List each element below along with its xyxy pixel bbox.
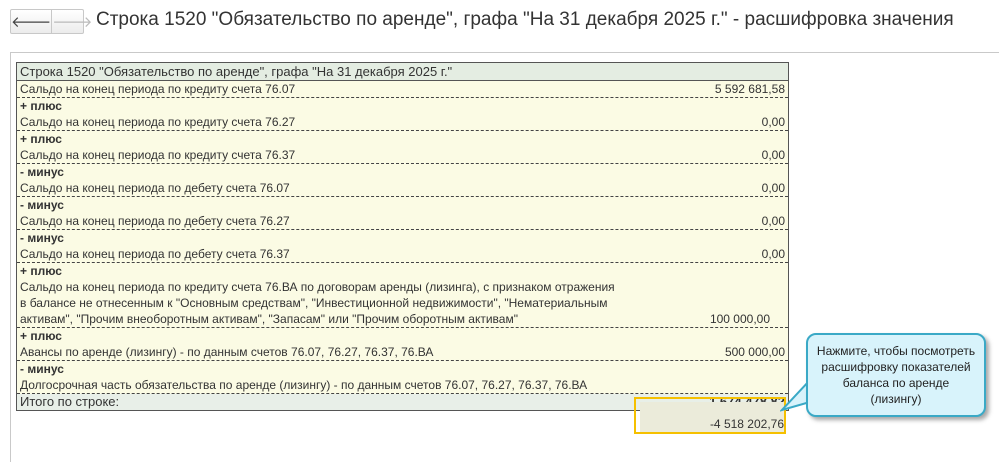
- row-label: Сальдо на конец периода по дебету счета …: [20, 247, 290, 261]
- row-value[interactable]: 0,00: [761, 214, 785, 228]
- highlighted-value: -4 518 202,76: [709, 417, 784, 431]
- row-value[interactable]: 0,00: [761, 247, 785, 261]
- operator-row: - минус: [17, 361, 788, 377]
- operator-row: + плюс: [17, 98, 788, 114]
- breakdown-table: Строка 1520 "Обязательство по аренде", г…: [16, 62, 789, 411]
- operator-row: + плюс: [17, 131, 788, 147]
- arrow-left-icon: 🡐: [11, 14, 52, 31]
- row-label: + плюс: [20, 329, 62, 343]
- operator-row: - минус: [17, 197, 788, 213]
- row-value[interactable]: 100 000,00: [709, 312, 770, 326]
- row-label: Долгосрочная часть обязательства по арен…: [20, 378, 588, 392]
- row-label: Авансы по аренде (лизингу) - по данным с…: [20, 345, 434, 359]
- page-title: Строка 1520 "Обязательство по аренде", г…: [96, 9, 954, 30]
- row-label: - минус: [20, 231, 64, 245]
- hint-callout[interactable]: Нажмите, чтобы посмотреть расшифровку по…: [806, 333, 986, 417]
- row-label: Сальдо на конец периода по кредиту счета…: [20, 82, 296, 96]
- arrow-right-icon: 🡒: [52, 14, 93, 31]
- row-label: Сальдо на конец периода по кредиту счета…: [20, 115, 296, 129]
- navigation-buttons: 🡐 🡒: [10, 9, 92, 34]
- table-row[interactable]: Долгосрочная часть обязательства по арен…: [17, 377, 788, 394]
- table-row[interactable]: Сальдо на конец периода по кредиту счета…: [17, 279, 788, 328]
- row-value[interactable]: 0,00: [761, 148, 785, 162]
- table-header: Строка 1520 "Обязательство по аренде", г…: [17, 63, 788, 81]
- operator-row: + плюс: [17, 328, 788, 344]
- forward-button[interactable]: 🡒: [52, 10, 92, 33]
- operator-row: - минус: [17, 164, 788, 180]
- row-label: Сальдо на конец периода по кредиту счета…: [20, 280, 618, 326]
- row-label: - минус: [20, 165, 64, 179]
- table-title: Строка 1520 "Обязательство по аренде", г…: [20, 64, 453, 79]
- table-row[interactable]: Сальдо на конец периода по дебету счета …: [17, 246, 788, 263]
- row-label: - минус: [20, 362, 64, 376]
- row-label: + плюс: [20, 132, 62, 146]
- row-label: Сальдо на конец периода по кредиту счета…: [20, 148, 296, 162]
- row-label: Сальдо на конец периода по дебету счета …: [20, 181, 290, 195]
- total-label: Итого по строке:: [20, 394, 120, 409]
- row-label: - минус: [20, 198, 64, 212]
- table-row[interactable]: Сальдо на конец периода по кредиту счета…: [17, 114, 788, 131]
- table-row[interactable]: Сальдо на конец периода по кредиту счета…: [17, 81, 788, 98]
- table-row[interactable]: Сальдо на конец периода по дебету счета …: [17, 213, 788, 230]
- row-value[interactable]: 5 592 681,58: [714, 82, 785, 96]
- table-row[interactable]: Сальдо на конец периода по кредиту счета…: [17, 147, 788, 164]
- operator-row: - минус: [17, 230, 788, 246]
- report-frame: [10, 52, 999, 462]
- table-row[interactable]: Авансы по аренде (лизингу) - по данным с…: [17, 344, 788, 361]
- row-label: Сальдо на конец периода по дебету счета …: [20, 214, 290, 228]
- highlighted-cell[interactable]: [634, 397, 786, 434]
- row-value[interactable]: 0,00: [761, 181, 785, 195]
- row-value[interactable]: 500 000,00: [724, 345, 785, 359]
- row-label: + плюс: [20, 264, 62, 278]
- back-button[interactable]: 🡐: [11, 10, 53, 33]
- operator-row: + плюс: [17, 263, 788, 279]
- table-row[interactable]: Сальдо на конец периода по дебету счета …: [17, 180, 788, 197]
- row-value[interactable]: 0,00: [761, 115, 785, 129]
- row-label: + плюс: [20, 99, 62, 113]
